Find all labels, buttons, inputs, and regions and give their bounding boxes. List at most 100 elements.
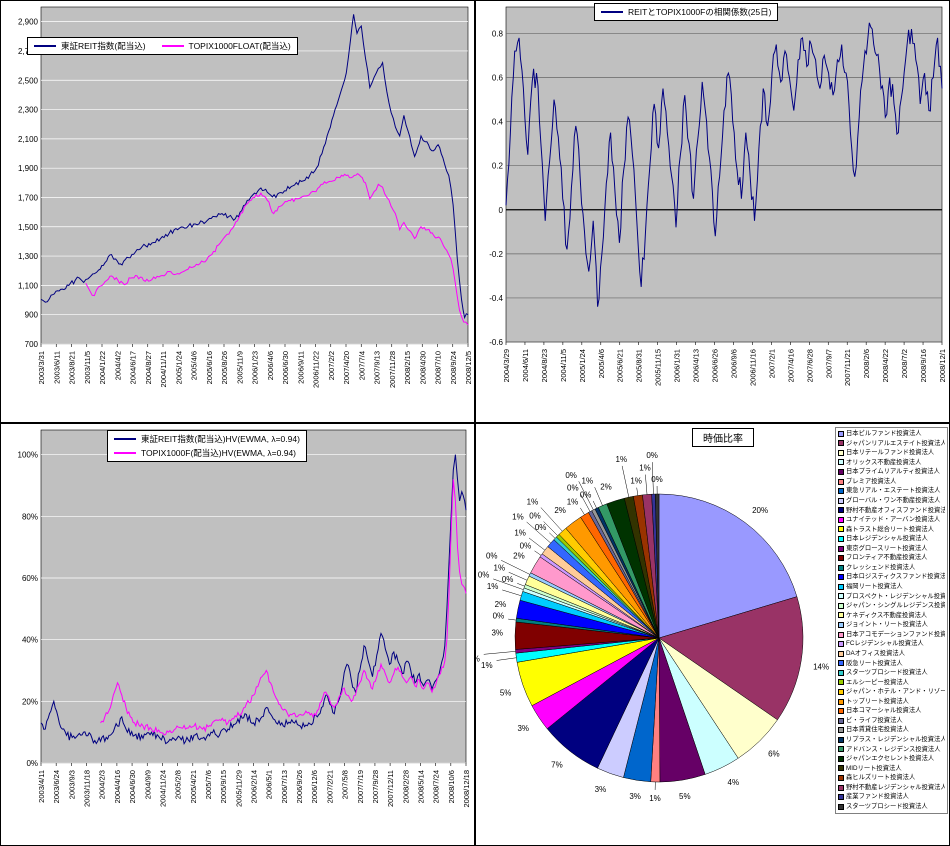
svg-text:2008/10/6: 2008/10/6: [447, 770, 456, 803]
pie-legend-item: クレッシェンド投資法人: [838, 563, 945, 573]
svg-text:2004/8/23: 2004/8/23: [540, 349, 549, 382]
pie-legend-label: 阪急リート投資法人: [846, 659, 903, 667]
svg-text:0.6: 0.6: [492, 74, 504, 83]
reit-topix-index-legend: 東証REIT指数(配当込) TOPIX1000FLOAT(配当込): [27, 37, 298, 55]
svg-text:2008/2/15: 2008/2/15: [403, 351, 412, 384]
pie-legend-label: ジャパンリアルエステイト投資法人: [846, 439, 945, 447]
pie-legend-item: 日本賃貸住宅投資法人: [838, 725, 945, 735]
svg-text:2,500: 2,500: [18, 76, 39, 85]
svg-text:2007/4/16: 2007/4/16: [786, 349, 795, 382]
svg-text:2005/1/24: 2005/1/24: [578, 349, 587, 382]
pie-legend-item: 東京グロースリート投資法人: [838, 544, 945, 554]
svg-text:1%: 1%: [512, 512, 524, 521]
pie-legend-item: ジャパン・シングルレジデンス投資法人: [838, 601, 945, 611]
pie-legend-label: 日本コマーシャル投資法人: [846, 707, 922, 715]
pie-legend-swatch: [838, 583, 844, 590]
svg-text:0%: 0%: [486, 552, 498, 561]
svg-text:2,300: 2,300: [18, 106, 39, 115]
svg-text:2005/4/21: 2005/4/21: [189, 770, 198, 803]
svg-text:2006/11/16: 2006/11/16: [748, 349, 757, 386]
svg-text:2008/12/5: 2008/12/5: [464, 351, 473, 384]
svg-text:4%: 4%: [728, 778, 740, 787]
svg-text:2003/4/11: 2003/4/11: [37, 770, 46, 803]
pie-legend-swatch: [838, 641, 844, 648]
svg-text:2%: 2%: [600, 482, 612, 491]
svg-text:2005/8/31: 2005/8/31: [635, 349, 644, 382]
pie-legend-swatch: [838, 746, 844, 753]
pie-legend-label: 東京グロースリート投資法人: [846, 544, 928, 552]
pie-legend-swatch: [838, 622, 844, 629]
svg-text:2004/6/30: 2004/6/30: [128, 770, 137, 803]
svg-text:0.8: 0.8: [492, 29, 504, 38]
svg-text:2007/11/28: 2007/11/28: [388, 351, 397, 388]
svg-text:2007/11/21: 2007/11/21: [843, 349, 852, 386]
pie-legend-item: ジャパンエクセレント投資法人: [838, 754, 945, 764]
svg-text:900: 900: [25, 311, 39, 320]
svg-text:0%: 0%: [580, 490, 592, 499]
pie-plot: 20%14%6%4%5%1%3%3%7%3%5%1%0%3%0%2%1%0%0%…: [476, 451, 829, 803]
pie-legend-swatch: [838, 794, 844, 801]
pie-legend-swatch: [838, 555, 844, 562]
volatility-legend: 東証REIT指数(配当込)HV(EWMA, λ=0.94) TOPIX1000F(…: [107, 430, 307, 462]
correlation-plot: -0.6 -0.4 -0.2 0 0.2 0.4 0.6 0.8 2004/3/29 2004/6…: [489, 6, 947, 386]
legend-item: 東証REIT指数(配当込)HV(EWMA, λ=0.94): [114, 433, 300, 445]
pie-legend-item: ジャパンリアルエステイト投資法人: [838, 439, 945, 449]
svg-text:0: 0: [499, 206, 504, 215]
pie-legend-item: ユナイテッド・アーバン投資法人: [838, 515, 945, 525]
svg-text:0%: 0%: [478, 571, 490, 580]
pie-legend-label: ジョイント・リート投資法人: [846, 621, 928, 629]
pie-legend-swatch: [838, 449, 844, 456]
pie-legend-label: 日本リテールファンド投資法人: [846, 449, 935, 457]
pie-legend-label: フロンティア不動産投資法人: [846, 554, 928, 562]
svg-text:-0.6: -0.6: [489, 338, 503, 347]
svg-text:1%: 1%: [639, 464, 651, 473]
pie-legend-label: スターツプロシード投資法人: [846, 669, 928, 677]
svg-text:2006/9/6: 2006/9/6: [729, 349, 738, 378]
svg-text:0.4: 0.4: [492, 118, 504, 127]
pie-legend-label: 日本アコモデーションファンド投資法人: [846, 630, 945, 638]
pie-legend-item: ケネディクス不動産投資法人: [838, 611, 945, 621]
svg-text:2006/6/30: 2006/6/30: [281, 351, 290, 384]
pie-legend-swatch: [838, 765, 844, 772]
svg-text:2007/9/7: 2007/9/7: [824, 349, 833, 378]
legend-label: 東証REIT指数(配当込)HV(EWMA, λ=0.94): [141, 434, 300, 444]
svg-text:2,900: 2,900: [18, 18, 39, 27]
svg-text:2004/1/22: 2004/1/22: [98, 351, 107, 384]
pie-legend-swatch: [838, 459, 844, 466]
svg-text:80%: 80%: [22, 512, 38, 521]
svg-text:0%: 0%: [476, 655, 480, 664]
svg-text:2008/9/24: 2008/9/24: [449, 351, 458, 384]
pie-legend-label: MIDリート投資法人: [846, 764, 902, 772]
pie-legend-item: ビ・ライフ投資法人: [838, 716, 945, 726]
pie-legend-swatch: [838, 631, 844, 638]
svg-text:1%: 1%: [649, 794, 661, 803]
pie-legend-label: トップリート投資法人: [846, 697, 909, 705]
svg-text:2007/12/11: 2007/12/11: [386, 770, 395, 807]
pie-legend-swatch: [838, 535, 844, 542]
pie-legend-label: ジャパン・シングルレジデンス投資法人: [846, 602, 945, 610]
svg-text:3%: 3%: [517, 724, 529, 733]
svg-text:2005/11/29: 2005/11/29: [234, 770, 243, 807]
legend-label: 東証REIT指数(配当込): [61, 41, 146, 51]
pie-legend-label: 森トラスト総合リート投資法人: [846, 525, 935, 533]
svg-text:20%: 20%: [752, 506, 768, 515]
volatility-plot: 0% 20% 40% 60% 80% 100% 2003/4/11 2003/6/24 2003…: [18, 429, 471, 808]
svg-text:1%: 1%: [494, 564, 506, 573]
svg-text:2003/6/11: 2003/6/11: [52, 351, 61, 384]
pie-legend-label: オリックス不動産投資法人: [846, 458, 922, 466]
pie-legend-swatch: [838, 736, 844, 743]
pie-legend-swatch: [838, 775, 844, 782]
chart-market-cap-pie: 20%14%6%4%5%1%3%3%7%3%5%1%0%3%0%2%1%0%0%…: [475, 423, 950, 846]
pie-legend-swatch: [838, 469, 844, 476]
svg-text:2003/11/5: 2003/11/5: [83, 351, 92, 384]
pie-legend-swatch: [838, 545, 844, 552]
svg-text:1,300: 1,300: [18, 252, 39, 261]
svg-text:2008/7/24: 2008/7/24: [432, 770, 441, 803]
pie-legend-label: ジャパンエクセレント投資法人: [846, 755, 935, 763]
svg-text:2004/3/29: 2004/3/29: [502, 349, 511, 382]
svg-text:6%: 6%: [768, 750, 780, 759]
pie-legend-label: 日本ロジスティクスファンド投資法人: [846, 573, 945, 581]
svg-text:2006/11/22: 2006/11/22: [312, 351, 321, 388]
svg-text:2004/4/2: 2004/4/2: [113, 351, 122, 380]
